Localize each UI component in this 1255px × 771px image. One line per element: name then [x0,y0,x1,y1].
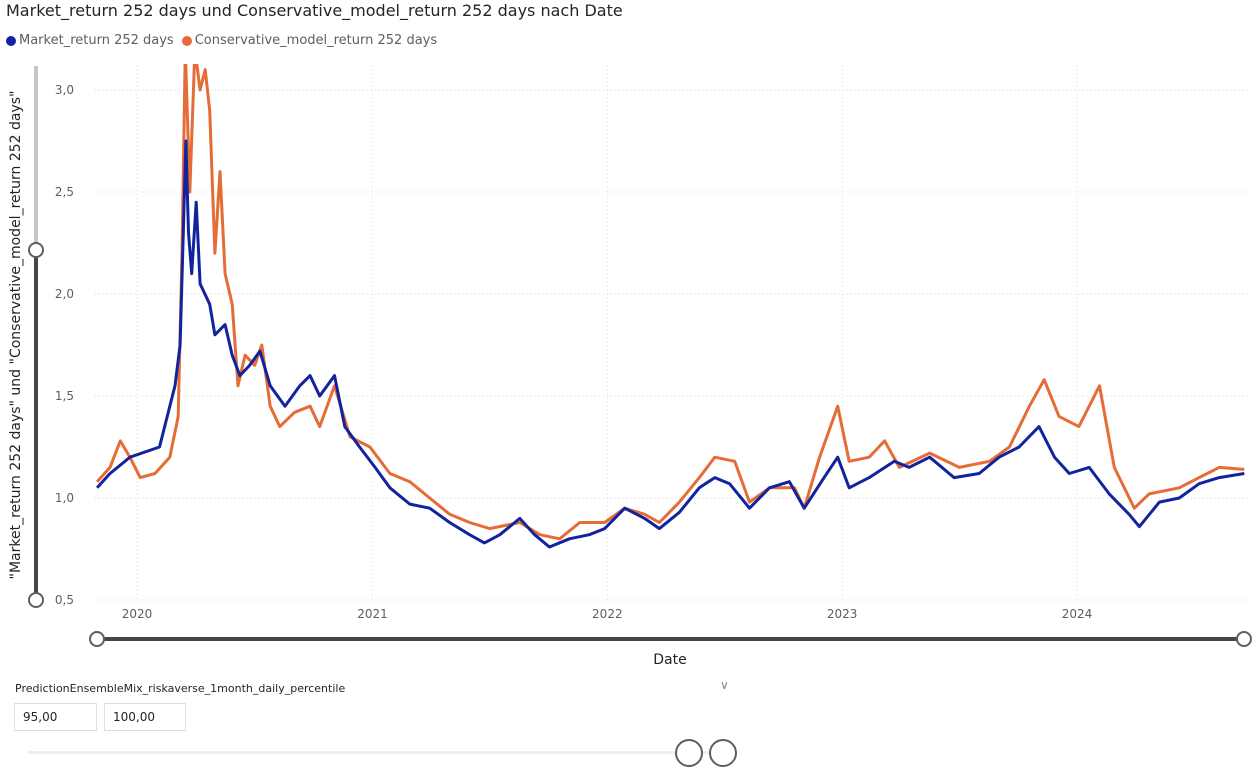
legend-item-conservative[interactable]: Conservative_model_return 252 days [181,33,438,48]
legend-label: Market_return 252 days [19,33,174,48]
y-tick-label: 2,0 [55,287,74,301]
x-tick-label: 2020 [122,607,153,621]
legend-marker-icon [6,35,16,46]
x-tick-label: 2022 [592,607,623,621]
slicer-min-input[interactable] [14,703,97,731]
slicer-track[interactable] [28,751,718,754]
series-line-market [95,139,1245,549]
y-tick-label: 3,0 [55,83,74,97]
y-tick-label: 2,5 [55,185,74,199]
slicer-handle-max[interactable] [709,739,737,767]
legend-item-market[interactable]: Market_return 252 days [6,33,174,48]
y-zoom-handle-bottom[interactable] [28,592,44,608]
y-tick-label: 0,5 [55,593,74,607]
x-zoom-handle-right[interactable] [1236,631,1252,647]
chart-title: Market_return 252 days und Conservative_… [6,1,623,20]
x-tick-label: 2021 [357,607,388,621]
chevron-down-icon[interactable]: ∨ [720,678,729,692]
series-line-conservative [95,64,1245,541]
x-axis-title: Date [653,652,687,668]
slicer-handle-min[interactable] [675,739,703,767]
legend: Market_return 252 days Conservative_mode… [6,33,437,48]
x-zoom-handle-left[interactable] [89,631,105,647]
y-zoom-handle-top[interactable] [28,242,44,258]
slicer-max-input[interactable] [104,703,186,731]
x-tick-label: 2023 [827,607,858,621]
x-tick-label: 2024 [1062,607,1093,621]
legend-label: Conservative_model_return 252 days [194,33,438,48]
y-tick-label: 1,5 [55,389,74,403]
legend-marker-icon [181,35,192,46]
y-tick-label: 1,0 [55,491,74,505]
slicer-title: PredictionEnsembleMix_riskaverse_1month_… [15,682,346,695]
